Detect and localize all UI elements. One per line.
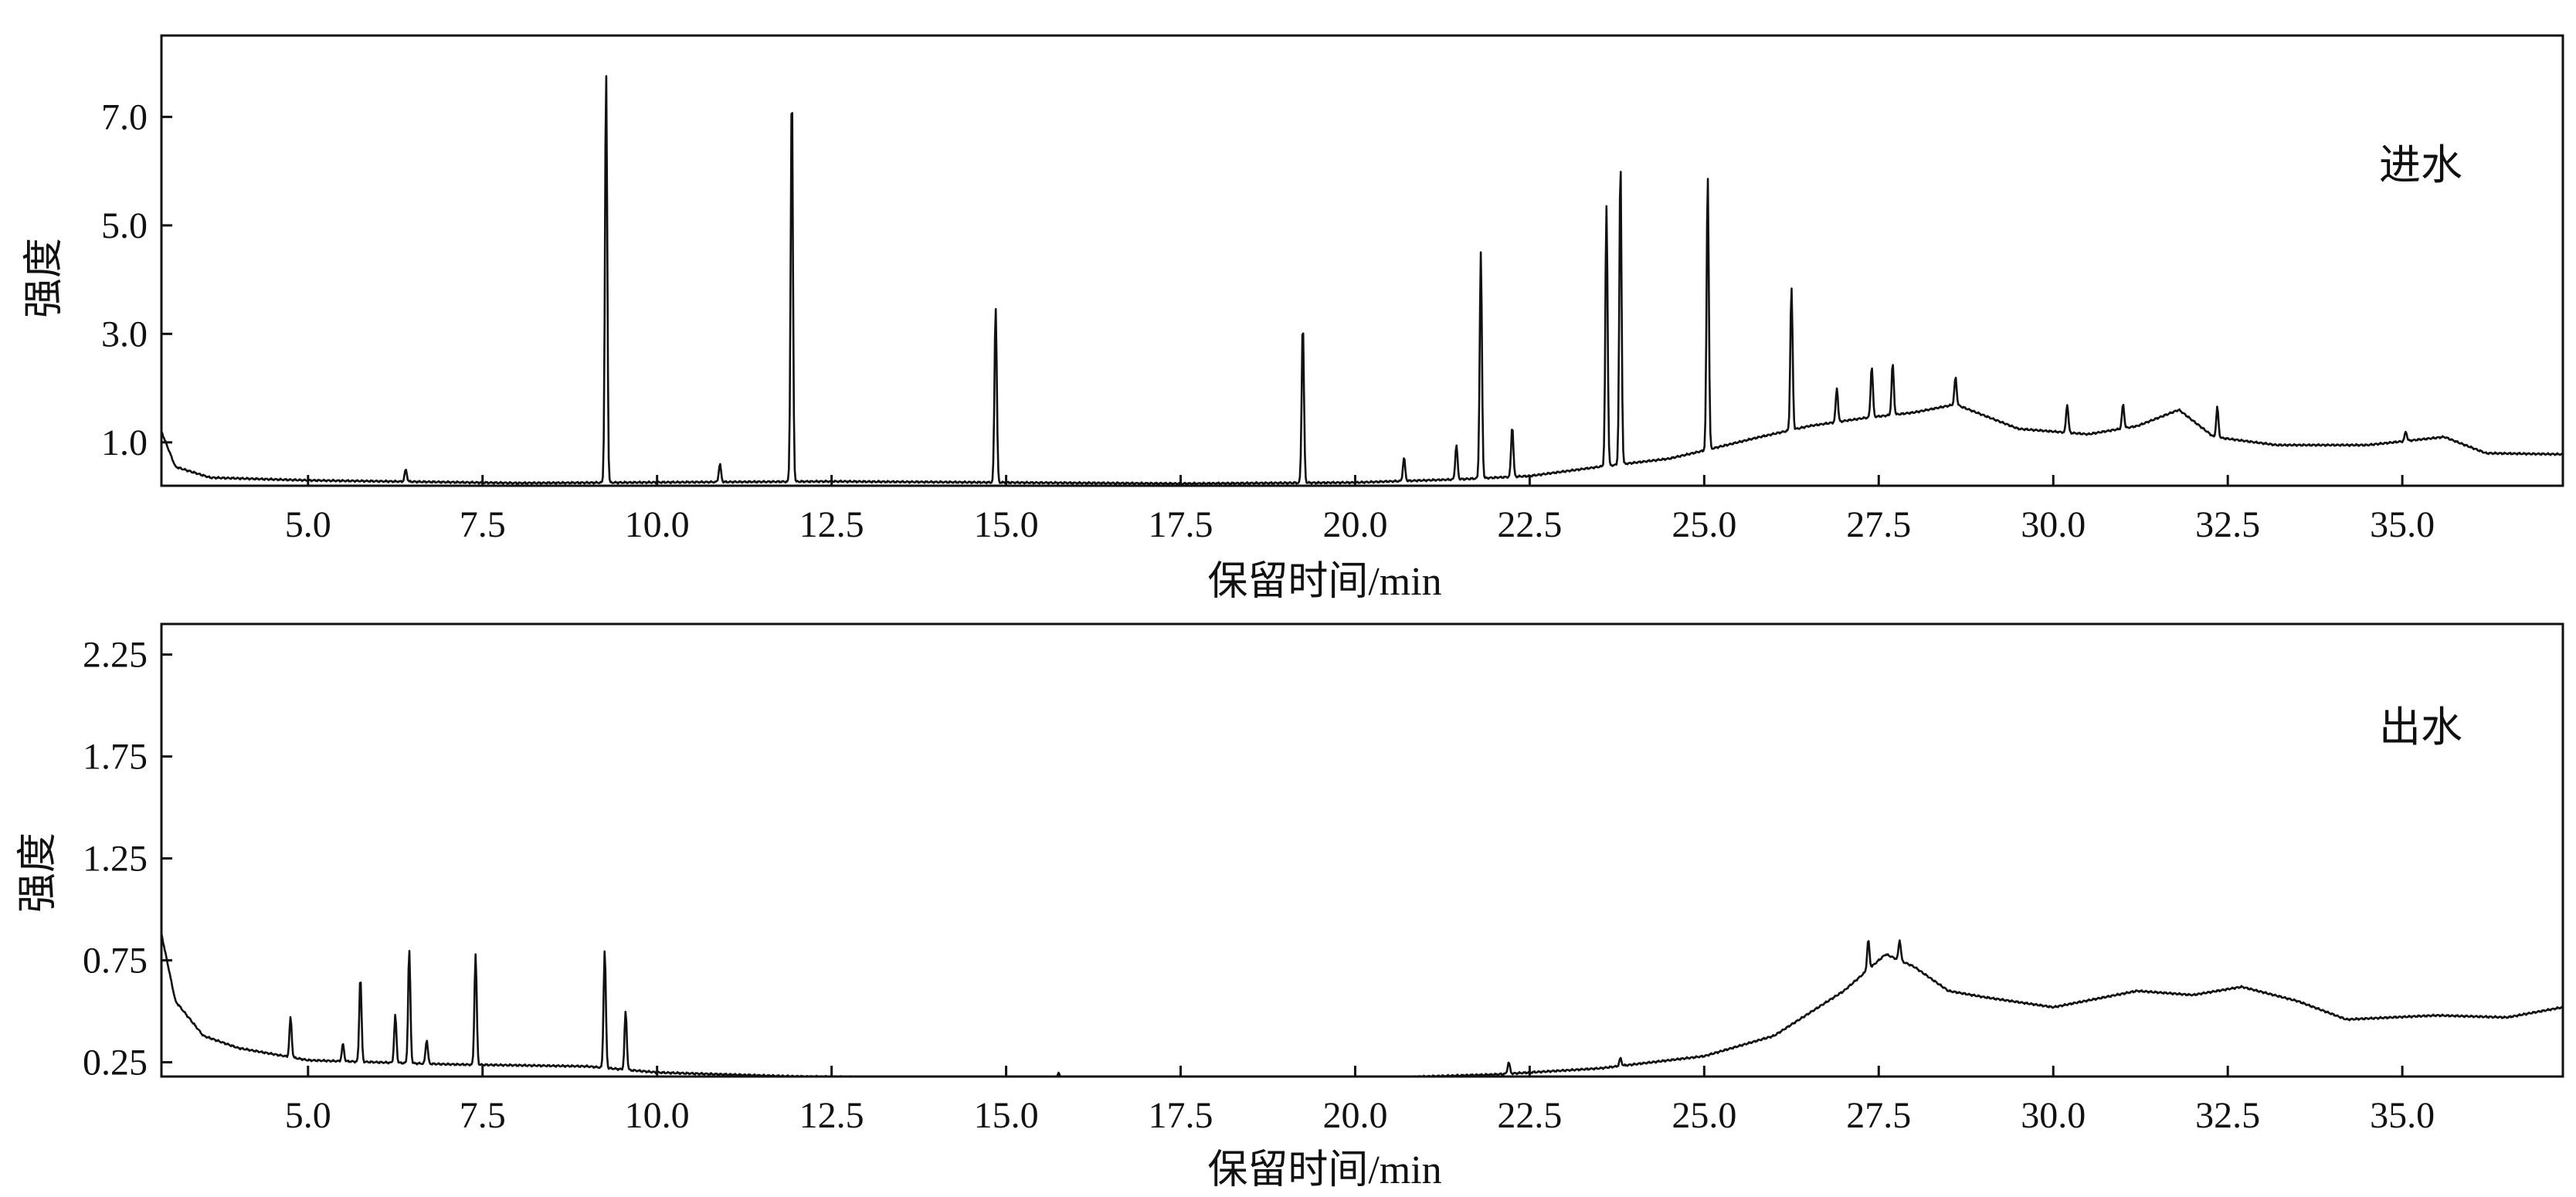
y-axis-effluent: 0.25 0.75 1.25 1.75 2.25 — [83, 635, 172, 1083]
x-tick-label-effluent: 22.5 — [1497, 1095, 1562, 1136]
chart-panel-influent: 5.0 7.5 10.0 12.5 15.0 17.5 20.0 22.5 25.0 27.5 30… — [22, 34, 2564, 604]
x-tick-label-effluent: 25.0 — [1672, 1095, 1736, 1136]
y-tick-label-effluent: 2.25 — [83, 635, 148, 676]
y-tick-label-influent: 1.0 — [101, 422, 148, 463]
chromatogram-trace-effluent — [160, 933, 2563, 1078]
x-tick-label-influent: 10.0 — [625, 504, 690, 545]
y-tick-label-effluent: 0.75 — [83, 941, 148, 982]
x-tick-label-effluent: 32.5 — [2195, 1095, 2260, 1136]
plot-frame-influent — [160, 34, 2564, 487]
x-tick-label-influent: 20.0 — [1322, 504, 1387, 545]
x-axis-title-effluent: 保留时间/min — [1207, 1148, 1441, 1192]
x-tick-label-influent: 35.0 — [2370, 504, 2435, 545]
x-tick-label-influent: 25.0 — [1672, 504, 1736, 545]
y-axis-title-effluent: 强度 — [16, 832, 60, 913]
y-tick-label-effluent: 1.25 — [83, 839, 148, 880]
y-axis-title-influent: 强度 — [22, 238, 66, 318]
x-tick-label-influent: 27.5 — [1846, 504, 1911, 545]
x-tick-label-effluent: 12.5 — [799, 1095, 864, 1136]
x-tick-label-influent: 5.0 — [285, 504, 331, 545]
x-tick-label-effluent: 30.0 — [2021, 1095, 2086, 1136]
x-tick-label-effluent: 17.5 — [1149, 1095, 1213, 1136]
panel-label-influent: 进水 — [2379, 142, 2462, 188]
x-axis-influent: 5.0 7.5 10.0 12.5 15.0 17.5 20.0 22.5 25.0 27.5 30… — [285, 475, 2435, 545]
y-tick-label-influent: 7.0 — [101, 97, 148, 137]
x-tick-label-influent: 30.0 — [2021, 504, 2086, 545]
x-tick-label-influent: 7.5 — [460, 504, 506, 545]
y-tick-label-effluent: 0.25 — [83, 1043, 148, 1083]
x-tick-label-effluent: 15.0 — [974, 1095, 1039, 1136]
x-tick-label-influent: 17.5 — [1149, 504, 1213, 545]
y-tick-label-influent: 5.0 — [101, 205, 148, 246]
x-tick-label-effluent: 20.0 — [1322, 1095, 1387, 1136]
x-axis-title-influent: 保留时间/min — [1207, 560, 1441, 604]
panel-label-effluent: 出水 — [2379, 704, 2462, 751]
x-axis-effluent: 5.0 7.5 10.0 12.5 15.0 17.5 20.0 22.5 25.0 27.5 30… — [285, 1066, 2435, 1136]
x-tick-label-influent: 15.0 — [974, 504, 1039, 545]
x-tick-label-effluent: 5.0 — [285, 1095, 331, 1136]
x-tick-label-influent: 12.5 — [799, 504, 864, 545]
y-axis-influent: 1.0 3.0 5.0 7.0 — [101, 97, 172, 463]
chart-panel-effluent: 5.0 7.5 10.0 12.5 15.0 17.5 20.0 22.5 25.0 27.5 30… — [16, 622, 2564, 1192]
x-tick-label-effluent: 27.5 — [1846, 1095, 1911, 1136]
x-tick-label-effluent: 35.0 — [2370, 1095, 2435, 1136]
x-tick-label-influent: 22.5 — [1497, 504, 1562, 545]
x-tick-label-effluent: 10.0 — [625, 1095, 690, 1136]
x-tick-label-effluent: 7.5 — [460, 1095, 506, 1136]
plot-frame-effluent — [160, 622, 2564, 1078]
y-tick-label-influent: 3.0 — [101, 314, 148, 354]
y-tick-label-effluent: 1.75 — [83, 737, 148, 778]
chromatogram-trace-influent — [160, 75, 2563, 486]
x-tick-label-influent: 32.5 — [2195, 504, 2260, 545]
